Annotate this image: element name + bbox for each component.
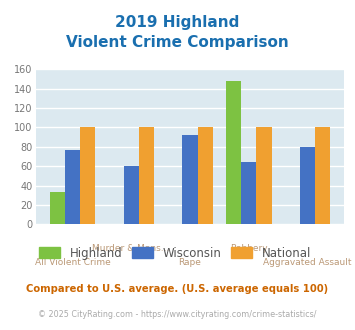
Text: All Violent Crime: All Violent Crime: [34, 258, 110, 267]
Bar: [80, 127, 95, 224]
Text: Violent Crime Comparison: Violent Crime Comparison: [66, 35, 289, 50]
Bar: [182, 135, 198, 224]
Bar: [198, 127, 213, 224]
Bar: [139, 127, 154, 224]
Text: 2019 Highland: 2019 Highland: [115, 15, 240, 30]
Text: Robbery: Robbery: [230, 244, 267, 253]
Bar: [65, 150, 80, 224]
Bar: [124, 166, 139, 224]
Text: Compared to U.S. average. (U.S. average equals 100): Compared to U.S. average. (U.S. average …: [26, 284, 329, 294]
Text: Aggravated Assault: Aggravated Assault: [263, 258, 352, 267]
Text: Murder & Mans...: Murder & Mans...: [93, 244, 170, 253]
Bar: [256, 127, 272, 224]
Bar: [226, 81, 241, 224]
Legend: Highland, Wisconsin, National: Highland, Wisconsin, National: [34, 242, 316, 264]
Bar: [300, 147, 315, 224]
Bar: [315, 127, 330, 224]
Bar: [50, 192, 65, 224]
Text: © 2025 CityRating.com - https://www.cityrating.com/crime-statistics/: © 2025 CityRating.com - https://www.city…: [38, 310, 317, 319]
Bar: [241, 162, 256, 224]
Text: Rape: Rape: [179, 258, 201, 267]
